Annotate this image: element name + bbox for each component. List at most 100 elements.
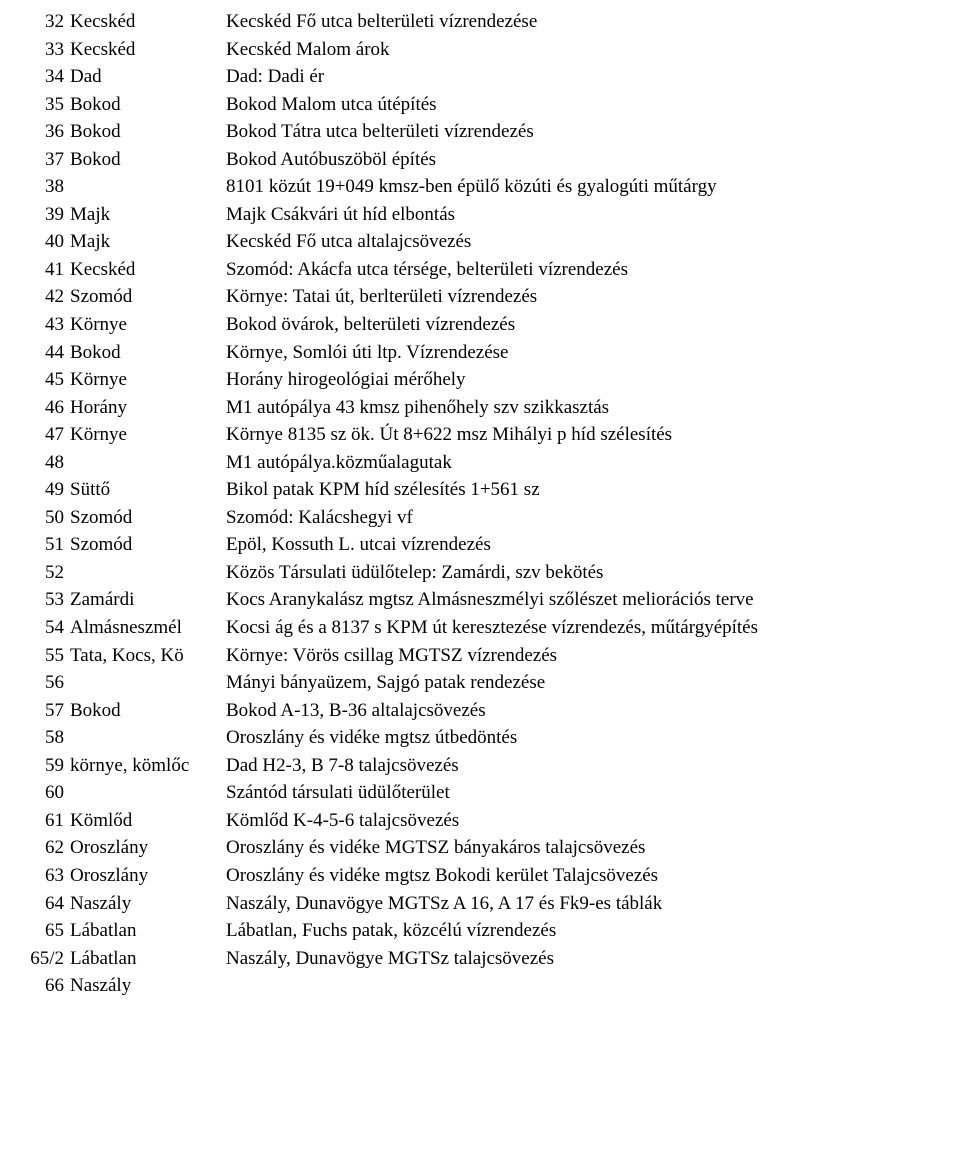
row-number: 64	[6, 890, 70, 918]
row-location: Környe	[70, 366, 226, 394]
row-number: 62	[6, 834, 70, 862]
row-description: Bokod Tátra utca belterületi vízrendezés	[226, 118, 954, 146]
row-location: Bokod	[70, 118, 226, 146]
table-row: 49SüttőBikol patak KPM híd szélesítés 1+…	[6, 476, 954, 504]
row-location: Süttő	[70, 476, 226, 504]
table-row: 62OroszlányOroszlány és vidéke MGTSZ bán…	[6, 834, 954, 862]
row-description: Bokod Autóbuszöböl építés	[226, 146, 954, 174]
row-description: Szomód: Kalácshegyi vf	[226, 504, 954, 532]
row-number: 58	[6, 724, 70, 752]
row-number: 52	[6, 559, 70, 587]
row-description: Bikol patak KPM híd szélesítés 1+561 sz	[226, 476, 954, 504]
row-number: 49	[6, 476, 70, 504]
row-location: Zamárdi	[70, 586, 226, 614]
data-table: 32KecskédKecskéd Fő utca belterületi víz…	[6, 8, 954, 1000]
table-row: 55Tata, Kocs, KöKörnye: Vörös csillag MG…	[6, 642, 954, 670]
row-number: 48	[6, 449, 70, 477]
table-row: 39MajkMajk Csákvári út híd elbontás	[6, 201, 954, 229]
row-number: 65	[6, 917, 70, 945]
row-number: 51	[6, 531, 70, 559]
row-description: Dad H2-3, B 7-8 talajcsövezés	[226, 752, 954, 780]
row-number: 42	[6, 283, 70, 311]
row-location: Almásneszmél	[70, 614, 226, 642]
table-row: 53ZamárdiKocs Aranykalász mgtsz Almásnes…	[6, 586, 954, 614]
row-location: Oroszlány	[70, 862, 226, 890]
row-location: Tata, Kocs, Kö	[70, 642, 226, 670]
table-row: 64NaszályNaszály, Dunavögye MGTSz A 16, …	[6, 890, 954, 918]
row-number: 57	[6, 697, 70, 725]
row-location: Kecskéd	[70, 8, 226, 36]
row-location: Dad	[70, 63, 226, 91]
row-number: 53	[6, 586, 70, 614]
table-row: 44BokodKörnye, Somlói úti ltp. Vízrendez…	[6, 339, 954, 367]
row-location: Szomód	[70, 504, 226, 532]
table-row: 65LábatlanLábatlan, Fuchs patak, közcélú…	[6, 917, 954, 945]
row-number: 60	[6, 779, 70, 807]
row-description: Lábatlan, Fuchs patak, közcélú vízrendez…	[226, 917, 954, 945]
row-description: Oroszlány és vidéke mgtsz útbedöntés	[226, 724, 954, 752]
document-page: 32KecskédKecskéd Fő utca belterületi víz…	[0, 0, 960, 1020]
row-location: Környe	[70, 311, 226, 339]
row-location: Bokod	[70, 146, 226, 174]
row-location: környe, kömlőc	[70, 752, 226, 780]
row-number: 35	[6, 91, 70, 119]
table-row: 54AlmásneszmélKocsi ág és a 8137 s KPM ú…	[6, 614, 954, 642]
table-row: 60 Szántód társulati üdülőterület	[6, 779, 954, 807]
row-location: Bokod	[70, 339, 226, 367]
table-row: 37BokodBokod Autóbuszöböl építés	[6, 146, 954, 174]
row-number: 54	[6, 614, 70, 642]
row-location: Naszály	[70, 890, 226, 918]
row-description: Bokod A-13, B-36 altalajcsövezés	[226, 697, 954, 725]
row-description: Szántód társulati üdülőterület	[226, 779, 954, 807]
row-description: Kecskéd Fő utca belterületi vízrendezése	[226, 8, 954, 36]
row-description: Kecskéd Malom árok	[226, 36, 954, 64]
table-row: 43KörnyeBokod övárok, belterületi vízren…	[6, 311, 954, 339]
table-row: 65/2LábatlanNaszály, Dunavögye MGTSz tal…	[6, 945, 954, 973]
row-description: Bokod övárok, belterületi vízrendezés	[226, 311, 954, 339]
table-row: 63OroszlányOroszlány és vidéke mgtsz Bok…	[6, 862, 954, 890]
table-row: 56Mányi bányaüzem, Sajgó patak rendezése	[6, 669, 954, 697]
table-row: 47KörnyeKörnye 8135 sz ök. Út 8+622 msz …	[6, 421, 954, 449]
row-number: 63	[6, 862, 70, 890]
row-number: 39	[6, 201, 70, 229]
row-number: 56	[6, 669, 70, 697]
table-row: 58 Oroszlány és vidéke mgtsz útbedöntés	[6, 724, 954, 752]
row-number: 65/2	[6, 945, 70, 973]
row-description: Szomód: Akácfa utca térsége, belterületi…	[226, 256, 954, 284]
row-location: Lábatlan	[70, 945, 226, 973]
table-row: 45KörnyeHorány hirogeológiai mérőhely	[6, 366, 954, 394]
row-description: Naszály, Dunavögye MGTSz talajcsövezés	[226, 945, 954, 973]
row-description: Dad: Dadi ér	[226, 63, 954, 91]
table-row: 51SzomódEpöl, Kossuth L. utcai vízrendez…	[6, 531, 954, 559]
row-location: Kecskéd	[70, 256, 226, 284]
row-location: Kömlőd	[70, 807, 226, 835]
row-description: Epöl, Kossuth L. utcai vízrendezés	[226, 531, 954, 559]
row-location: Szomód	[70, 531, 226, 559]
row-description: Majk Csákvári út híd elbontás	[226, 201, 954, 229]
row-number: 41	[6, 256, 70, 284]
row-description: 8101 közút 19+049 kmsz-ben épülő közúti …	[226, 173, 954, 201]
row-location: Oroszlány	[70, 834, 226, 862]
row-location: Szomód	[70, 283, 226, 311]
table-row: 61KömlődKömlőd K-4-5-6 talajcsövezés	[6, 807, 954, 835]
row-description: Bokod Malom utca útépítés	[226, 91, 954, 119]
row-description: Kömlőd K-4-5-6 talajcsövezés	[226, 807, 954, 835]
table-row: 46HorányM1 autópálya 43 kmsz pihenőhely …	[6, 394, 954, 422]
row-location: Naszály	[70, 972, 226, 1000]
table-row: 32KecskédKecskéd Fő utca belterületi víz…	[6, 8, 954, 36]
table-row: 57BokodBokod A-13, B-36 altalajcsövezés	[6, 697, 954, 725]
row-number: 45	[6, 366, 70, 394]
table-row: 52Közös Társulati üdülőtelep: Zamárdi, s…	[6, 559, 954, 587]
row-description: M1 autópálya.közműalagutak	[226, 449, 954, 477]
row-description: Horány hirogeológiai mérőhely	[226, 366, 954, 394]
table-row: 42SzomódKörnye: Tatai út, berlterületi v…	[6, 283, 954, 311]
table-row: 35BokodBokod Malom utca útépítés	[6, 91, 954, 119]
table-row: 48 M1 autópálya.közműalagutak	[6, 449, 954, 477]
row-number: 34	[6, 63, 70, 91]
row-number: 43	[6, 311, 70, 339]
row-location: Horány	[70, 394, 226, 422]
row-number: 66	[6, 972, 70, 1000]
row-number: 33	[6, 36, 70, 64]
row-description: Oroszlány és vidéke mgtsz Bokodi kerület…	[226, 862, 954, 890]
row-number: 61	[6, 807, 70, 835]
